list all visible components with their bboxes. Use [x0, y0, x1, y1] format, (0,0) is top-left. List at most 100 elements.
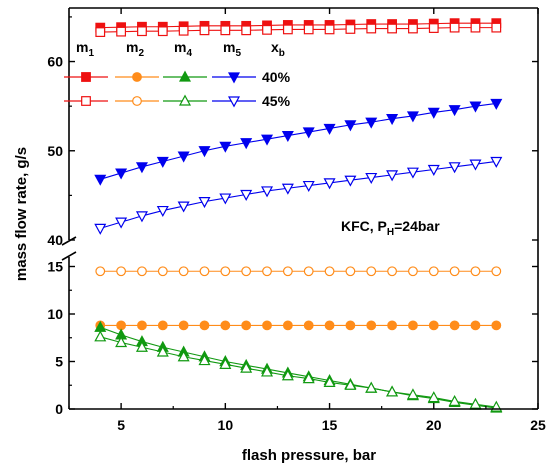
point-m5-3-9	[281, 183, 294, 195]
point-m5-3-19	[490, 156, 503, 168]
point-m4-7-0	[94, 330, 107, 342]
legend-header-main: m	[223, 39, 235, 55]
x-tick-label: 25	[530, 417, 546, 433]
series-m2-40pct	[95, 320, 502, 331]
point-m5-2-8	[261, 134, 274, 146]
point-m2-4-1	[116, 320, 127, 331]
point-m2-5-10	[303, 266, 314, 277]
y-tick-label: 60	[47, 54, 63, 70]
point-m2-5-1	[116, 266, 127, 277]
series-m5-40pct	[94, 98, 503, 186]
point-m1-1-14	[387, 23, 397, 34]
point-m2-5-8	[262, 266, 272, 277]
point-m1-1-5	[199, 25, 210, 36]
axis-break-mark	[61, 251, 77, 261]
point-m4-7-15	[406, 388, 419, 400]
legend-header-main: x	[271, 39, 279, 55]
point-m1-1-12	[345, 24, 356, 34]
point-m5-2-1	[115, 168, 128, 180]
point-m5-3-18	[469, 159, 482, 171]
series-line-m4-6	[100, 326, 497, 409]
point-m1-1-19	[491, 22, 502, 33]
legend-marker-m5	[227, 96, 241, 108]
legend-header-sub: 1	[88, 48, 94, 59]
point-m5-3-6	[219, 193, 232, 205]
point-m2-5-12	[345, 266, 356, 277]
point-m4-7-13	[365, 381, 378, 393]
point-m1-1-1	[116, 26, 127, 37]
point-m5-2-18	[469, 101, 482, 113]
point-m5-2-6	[219, 141, 232, 153]
legend-header: m2	[126, 39, 144, 59]
point-m5-3-12	[344, 175, 357, 187]
point-m2-5-0	[95, 266, 106, 277]
point-m4-7-9	[281, 369, 294, 381]
point-m5-2-15	[406, 111, 419, 123]
point-m2-4-16	[428, 320, 439, 331]
point-m5-3-8	[261, 186, 274, 198]
legend-row-label: 45%	[262, 93, 291, 109]
legend-header: xb	[271, 39, 285, 59]
legend-header-main: m	[126, 39, 138, 55]
point-m4-7-6	[219, 357, 232, 369]
legend-header-sub: b	[279, 48, 285, 59]
point-m2-4-3	[157, 320, 168, 331]
legend-marker-m4	[178, 70, 192, 82]
point-m5-3-11	[323, 178, 336, 190]
point-m5-2-2	[135, 162, 148, 174]
point-m5-3-10	[302, 180, 315, 193]
point-m5-2-7	[240, 138, 253, 150]
point-m2-5-11	[324, 266, 335, 277]
point-m1-1-9	[282, 24, 293, 35]
point-m4-7-5	[198, 354, 211, 366]
point-m2-5-6	[220, 266, 231, 277]
point-m5-3-1	[115, 217, 128, 229]
legend-marker-m1	[81, 96, 91, 106]
legend-marker-m5	[227, 72, 241, 84]
point-m1-1-16	[428, 23, 439, 33]
point-m4-7-11	[323, 375, 336, 387]
x-axis-label: flash pressure, bar	[242, 447, 376, 464]
point-m5-2-11	[323, 123, 336, 135]
series-m1-40pct	[95, 18, 502, 33]
point-m4-7-10	[302, 372, 315, 384]
point-m4-7-8	[261, 365, 274, 377]
point-m2-4-15	[408, 320, 418, 331]
point-m4-7-12	[344, 378, 357, 390]
point-m2-5-7	[241, 266, 252, 277]
point-m2-4-4	[178, 320, 189, 331]
point-m2-4-13	[366, 320, 377, 331]
series-m4-45pct	[94, 330, 503, 412]
point-m5-3-16	[427, 164, 440, 176]
point-m5-2-10	[302, 127, 315, 139]
point-m2-4-7	[241, 320, 252, 331]
point-m5-3-5	[198, 197, 211, 209]
legend-header-main: m	[76, 39, 88, 55]
y-tick-label: 50	[47, 143, 63, 159]
point-m2-5-14	[387, 266, 397, 277]
legend-header-sub: 4	[186, 48, 192, 59]
point-m2-4-18	[470, 320, 481, 331]
point-m1-1-4	[178, 25, 189, 36]
legend-header-main: m	[174, 39, 186, 55]
point-m5-2-14	[386, 114, 399, 126]
point-m2-4-8	[262, 320, 272, 331]
point-m1-1-18	[470, 22, 481, 33]
point-m5-2-0	[94, 174, 107, 186]
point-m1-1-17	[449, 22, 460, 33]
point-m4-7-7	[240, 361, 253, 373]
point-m2-5-2	[137, 266, 147, 277]
series-layer	[94, 18, 503, 413]
axis-break-mark	[61, 236, 77, 246]
point-m1-1-7	[241, 25, 252, 36]
y-axis-label: mass flow rate, g/s	[13, 147, 30, 281]
annotation: KFC, PH=24bar	[341, 218, 440, 238]
point-m2-5-18	[470, 266, 481, 277]
x-tick-label: 10	[218, 417, 234, 433]
point-m1-1-8	[262, 24, 272, 35]
legend-marker-m4	[178, 94, 192, 106]
point-m1-1-15	[408, 23, 418, 34]
